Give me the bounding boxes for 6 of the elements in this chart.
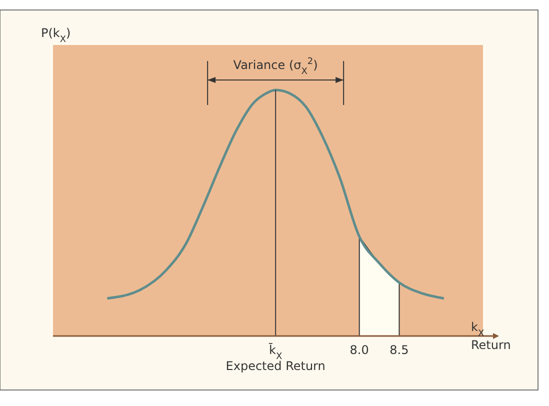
y-axis-title: P(k$_{X}$) [41,26,71,45]
text: Variance (σ$_{X}$$^{2}$) [233,57,318,77]
x-tick-label: k̄$_{X}$ Expected Return [226,342,326,373]
x-tick-label: 8.5 [390,343,409,357]
x-axis-title: k$_{X}$ Return [471,320,511,352]
x-tick-label: 8.0 [350,343,369,357]
